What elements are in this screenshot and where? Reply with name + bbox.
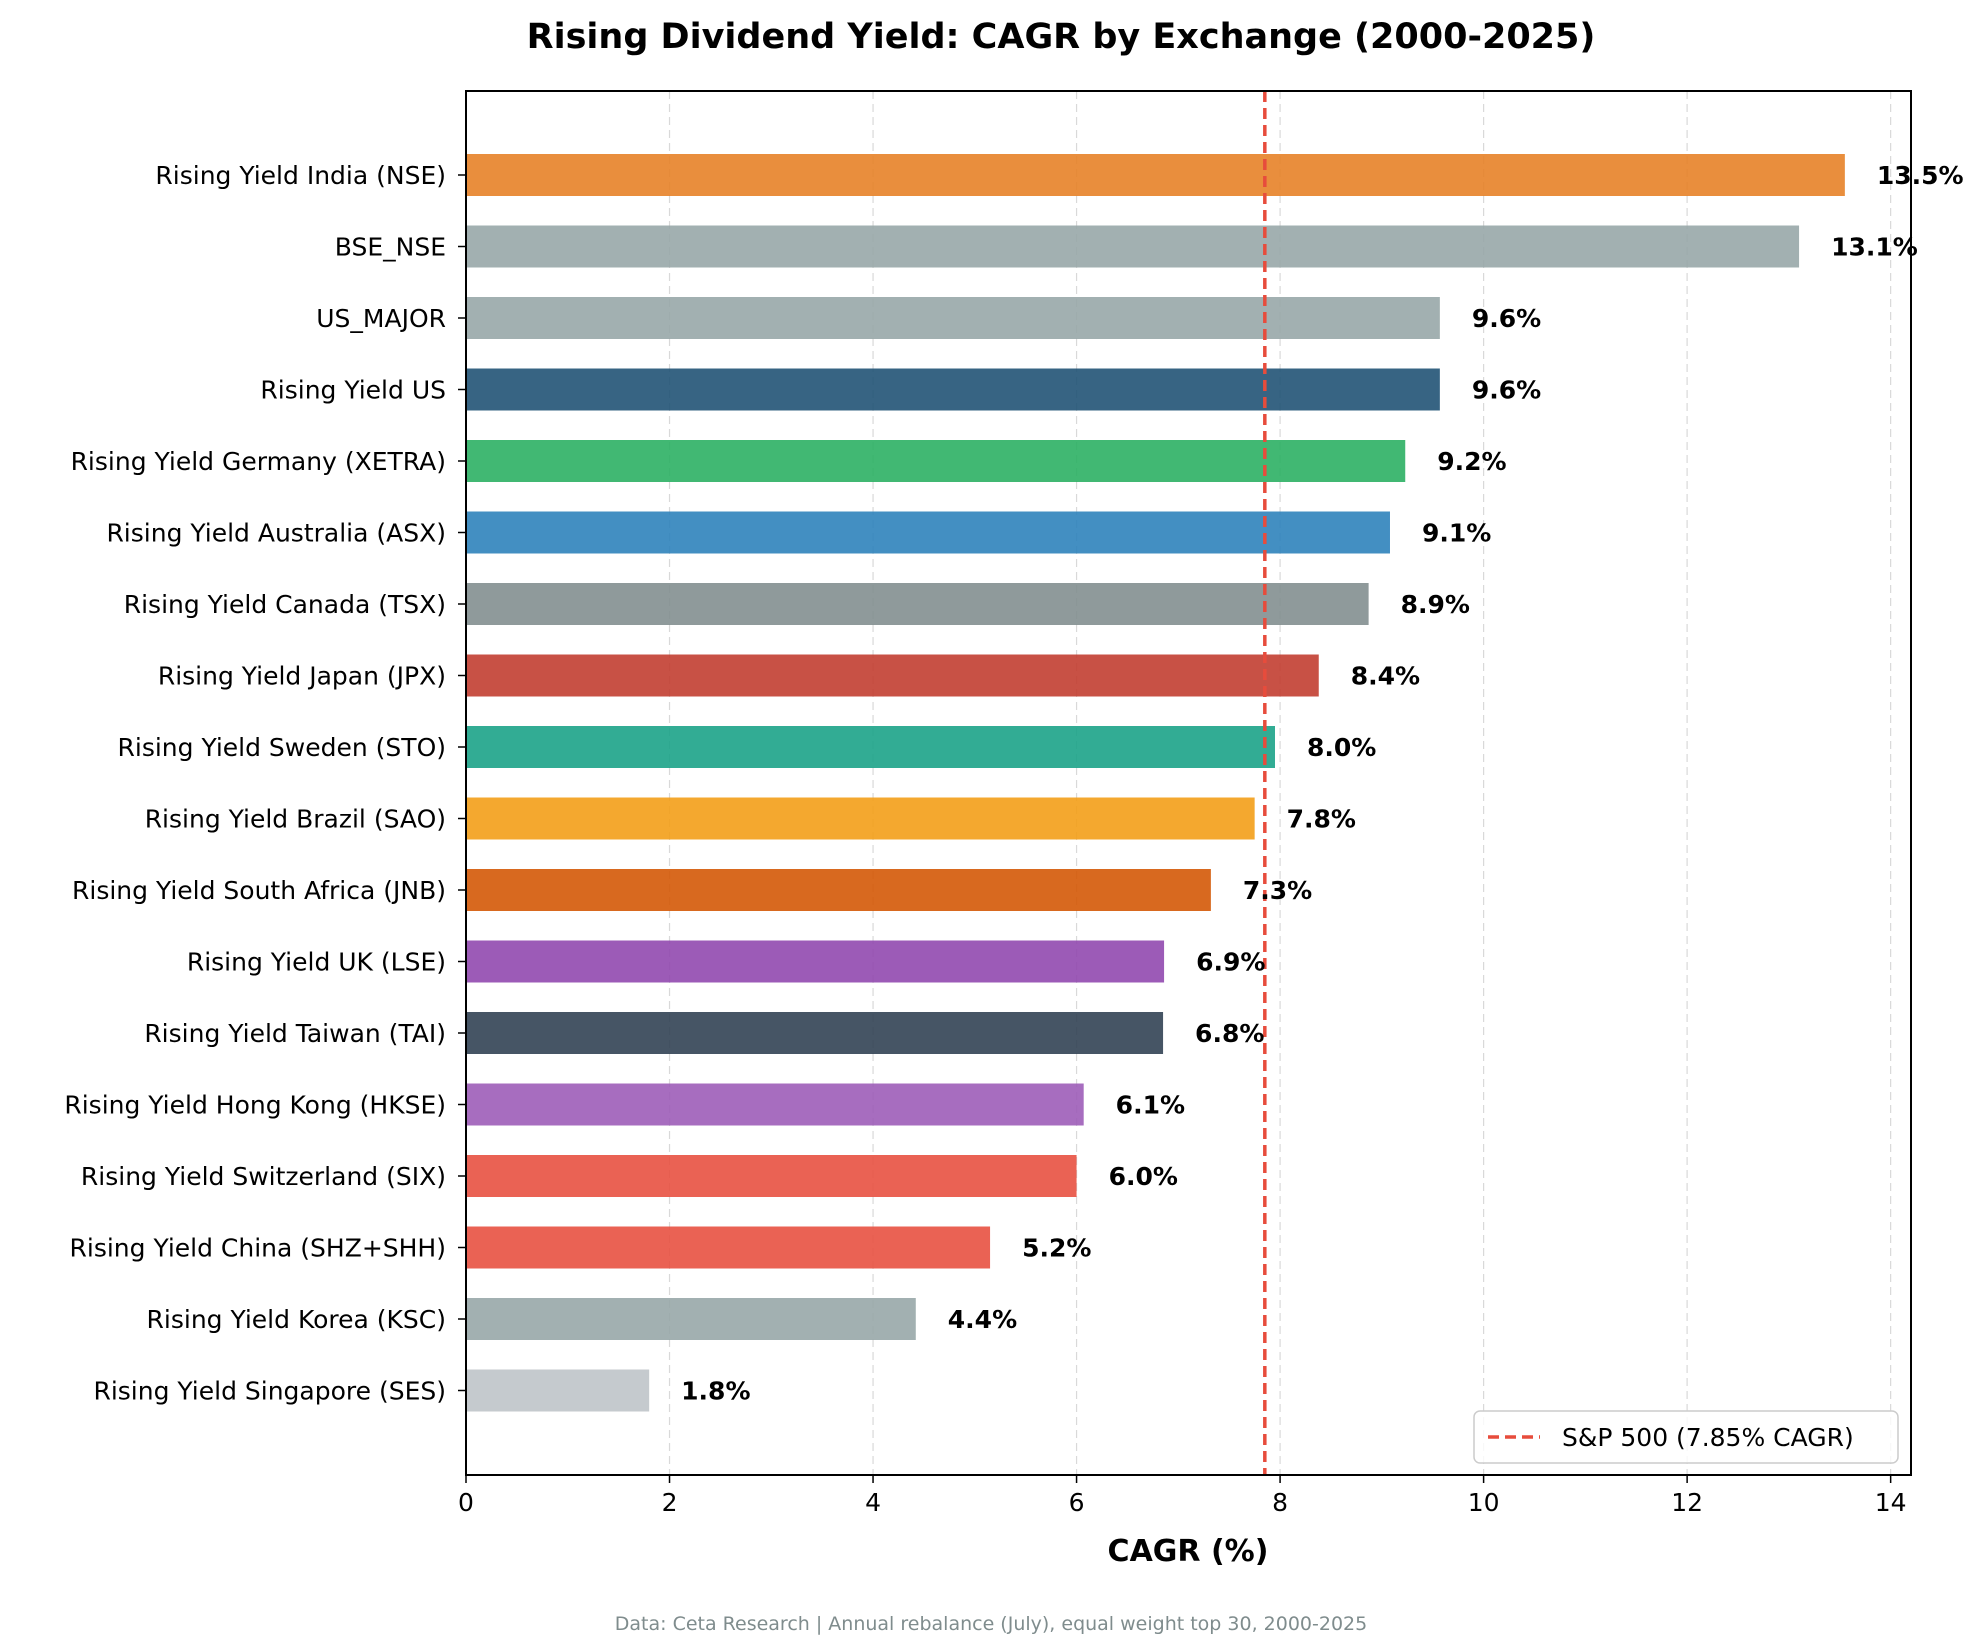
bar: [466, 654, 1319, 697]
bar: [466, 1012, 1164, 1054]
y-tick-label: Rising Yield Singapore (SES): [93, 1377, 446, 1406]
bar-value-label: 6.1%: [1116, 1091, 1185, 1120]
bar: [466, 1226, 991, 1269]
legend-label: S&P 500 (7.85% CAGR): [1562, 1423, 1854, 1452]
y-tick-label: US_MAJOR: [316, 304, 446, 333]
x-tick-label: 10: [1468, 1488, 1500, 1517]
bar: [466, 726, 1275, 768]
y-axis-ticks: Rising Yield India (NSE) BSE_NSE US_MAJOR R…: [64, 161, 466, 1406]
bar-value-label: 8.0%: [1307, 733, 1376, 762]
x-tick-label: 14: [1875, 1488, 1907, 1517]
value-labels: 13.5% 13.1% 9.6% 9.6% 9.2% 9.1% 8.9% 8.4% 8.0% 7.…: [681, 161, 1963, 1406]
x-tick-label: 2: [662, 1488, 678, 1517]
x-tick-label: 4: [865, 1488, 881, 1517]
grid-lines: [668, 91, 1892, 1475]
x-tick-label: 0: [458, 1488, 474, 1517]
bar: [466, 583, 1369, 625]
bar-value-label: 6.0%: [1109, 1162, 1178, 1191]
y-tick-label: Rising Yield Taiwan (TAI): [144, 1019, 446, 1048]
y-tick-label: Rising Yield Australia (ASX): [106, 519, 446, 548]
bar-value-label: 9.1%: [1422, 519, 1491, 548]
y-tick-label: Rising Yield Switzerland (SIX): [81, 1162, 446, 1191]
bar-value-label: 9.2%: [1437, 447, 1506, 476]
x-tick-label: 12: [1671, 1488, 1703, 1517]
bar-value-label: 13.5%: [1877, 161, 1964, 190]
bar: [466, 1369, 650, 1412]
bar-value-label: 1.8%: [681, 1377, 750, 1406]
bar-value-label: 9.6%: [1472, 304, 1541, 333]
legend-box: [1473, 1410, 1899, 1464]
bar: [466, 1298, 916, 1340]
y-tick-label: Rising Yield South Africa (JNB): [72, 876, 446, 905]
y-tick-label: Rising Yield UK (LSE): [187, 948, 446, 977]
bar-value-label: 6.9%: [1196, 948, 1265, 977]
y-tick-label: Rising Yield Canada (TSX): [124, 590, 446, 619]
y-tick-label: Rising Yield Germany (XETRA): [71, 447, 446, 476]
plot-frame: [465, 90, 1912, 1476]
bar: [466, 297, 1440, 339]
y-tick-label: Rising Yield Brazil (SAO): [145, 805, 446, 834]
bar-value-label: 8.4%: [1351, 662, 1420, 691]
y-tick-label: Rising Yield Japan (JPX): [158, 662, 446, 691]
bar-value-label: 7.8%: [1287, 805, 1356, 834]
bar: [466, 225, 1800, 268]
x-tick-label: 6: [1069, 1488, 1085, 1517]
bar: [466, 511, 1390, 554]
bar-value-label: 6.8%: [1195, 1019, 1264, 1048]
x-axis-label: CAGR (%): [1108, 1534, 1269, 1569]
y-tick-label: Rising Yield Korea (KSC): [147, 1305, 446, 1334]
x-axis-ticks: 0 2 4 6 8 10 12 14: [458, 1475, 1907, 1517]
y-tick-label: Rising Yield Hong Kong (HKSE): [64, 1091, 446, 1120]
bar-value-label: 9.6%: [1472, 376, 1541, 405]
bar: [466, 440, 1406, 482]
bar: [466, 869, 1211, 911]
y-tick-label: Rising Yield Sweden (STO): [118, 733, 446, 762]
y-tick-label: Rising Yield US: [260, 376, 446, 405]
y-tick-label: Rising Yield India (NSE): [155, 161, 446, 190]
footnote: Data: Ceta Research | Annual rebalance (…: [615, 1613, 1367, 1635]
x-tick-label: 8: [1272, 1488, 1288, 1517]
bar: [466, 940, 1165, 983]
bar: [466, 154, 1845, 196]
bar-value-label: 4.4%: [948, 1305, 1017, 1334]
legend: S&P 500 (7.85% CAGR): [1473, 1410, 1899, 1464]
bar-value-label: 5.2%: [1022, 1234, 1091, 1263]
y-tick-label: BSE_NSE: [335, 233, 446, 262]
bars: [466, 154, 1845, 1412]
bar: [466, 368, 1440, 411]
bar-value-label: 7.3%: [1243, 876, 1312, 905]
bar: [466, 797, 1255, 840]
bar: [466, 1155, 1077, 1197]
bar-value-label: 8.9%: [1401, 590, 1470, 619]
y-tick-label: Rising Yield China (SHZ+SHH): [70, 1234, 447, 1263]
bar: [466, 1083, 1084, 1126]
chart-title: Rising Dividend Yield: CAGR by Exchange …: [527, 17, 1596, 57]
bar-value-label: 13.1%: [1831, 233, 1918, 262]
